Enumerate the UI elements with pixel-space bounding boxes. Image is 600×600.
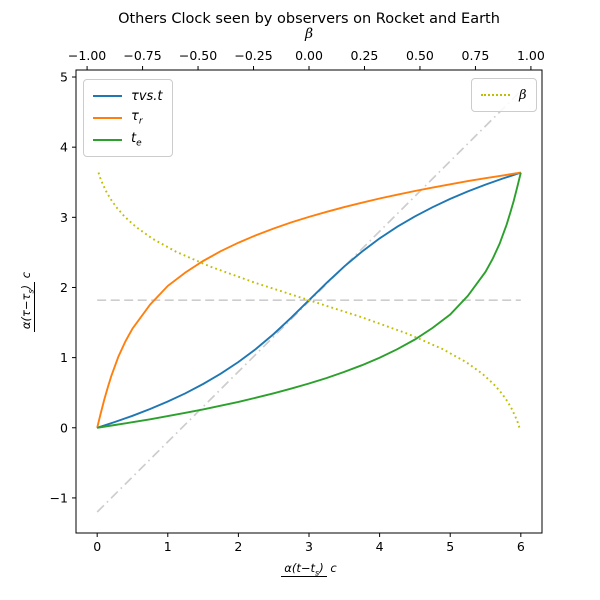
top-axis-label: β [304,26,314,42]
legend-label-beta: β [519,87,527,103]
beta-line-sample [481,94,510,96]
x-tick-label: 5 [446,539,454,554]
tau-r-line-sample [93,116,122,120]
x-tick-label: 4 [376,539,384,554]
y-tick-label: 0 [60,420,68,435]
x-tick-label: 1 [164,539,172,554]
beta-tick-label: 1.00 [517,48,545,63]
y-tick-label: 3 [60,210,68,225]
legend-label-tau-vs-t: τvs.t [131,88,163,104]
x-tick-label: 0 [93,539,101,554]
beta-tick-label: 0.25 [351,48,379,63]
t-e-line-sample [93,138,122,142]
series-beta-line [97,172,521,429]
y-tick-label: 5 [60,70,68,85]
legend-label-t-e: te [131,131,142,149]
tau-vs-t-line-sample [93,94,122,98]
beta-tick-label: −0.75 [123,48,161,63]
beta-tick-label: −0.50 [179,48,217,63]
x-axis-label: α(t−ts) c [76,557,542,578]
legend-beta: β [471,78,537,112]
legend-item-tau-vs-t: τvs.t [93,85,163,107]
y-axis-label: α(τ−τs) c [15,252,57,352]
beta-tick-label: 0.75 [462,48,490,63]
legend-item-t-e: te [93,129,163,151]
x-tick-label: 6 [517,539,525,554]
y-tick-label: 1 [60,350,68,365]
x-tick-label: 2 [234,539,242,554]
legend-item-beta: β [481,84,527,106]
y-tick-label: −1 [50,490,68,505]
beta-tick-label: −0.25 [234,48,272,63]
beta-tick-label: 0.50 [406,48,434,63]
chart-title: Others Clock seen by observers on Rocket… [118,11,500,27]
y-tick-label: 4 [60,140,68,155]
legend-item-tau-r: τr [93,107,163,129]
beta-tick-label: −1.00 [68,48,106,63]
series-t-e-line [97,172,522,429]
series-tau-r-line [96,171,521,429]
legend-curves: τvs.t τr te [83,79,173,157]
y-tick-label: 2 [60,280,68,295]
beta-tick-label: 0.00 [295,48,323,63]
x-tick-label: 3 [305,539,313,554]
legend-label-tau-r: τr [131,109,143,127]
